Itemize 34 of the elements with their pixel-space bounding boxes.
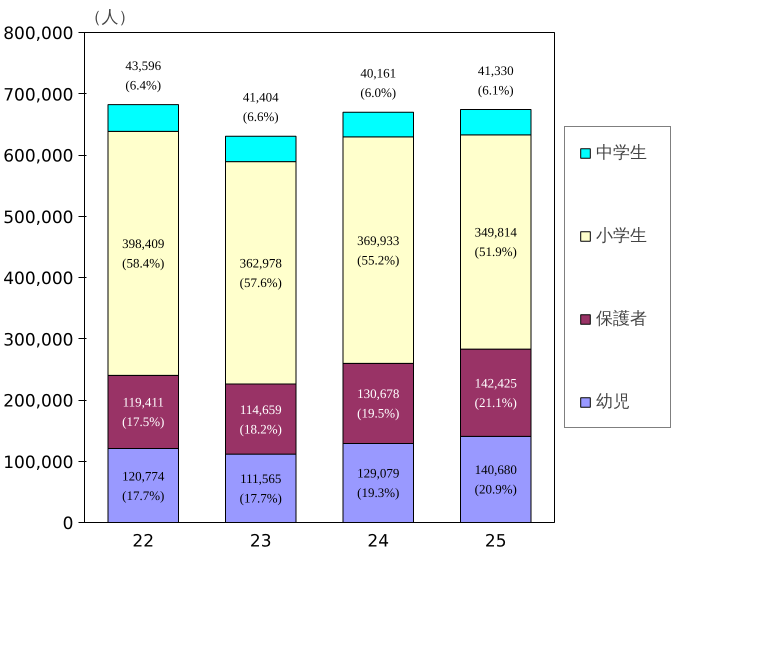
y-tick-label: 300,000 xyxy=(3,330,74,350)
y-tick-label: 700,000 xyxy=(3,85,74,106)
data-label: 130,678 (19.5%) xyxy=(357,386,400,421)
data-label: 43,596 (6.4%) xyxy=(125,58,162,92)
data-label: 398,409 (58.4%) xyxy=(122,236,164,271)
data-label: 369,933 (55.2%) xyxy=(357,232,400,268)
y-axis-title: （人） xyxy=(84,8,136,28)
y-tick-label: 500,000 xyxy=(3,208,74,228)
x-tick-label: 22 xyxy=(132,532,154,552)
x-tick-label: 25 xyxy=(484,532,507,552)
y-tick-label: 100,000 xyxy=(3,452,74,473)
x-tick-label: 23 xyxy=(250,532,272,552)
data-label: 349,814 (51.9%) xyxy=(474,224,518,260)
y-tick-label: 400,000 xyxy=(3,269,74,289)
data-label: 114,659 (18.2%) xyxy=(240,402,282,436)
legend-label: 保護者 xyxy=(596,308,648,330)
data-label: 111,565 (17.7%) xyxy=(240,471,282,506)
y-tick-label: 800,000 xyxy=(3,24,74,44)
y-tick-label: 600,000 xyxy=(3,146,74,166)
data-label: 129,079 (19.3%) xyxy=(357,466,400,500)
legend-label: 小学生 xyxy=(596,225,648,247)
data-label: 140,680 (20.9%) xyxy=(474,462,517,497)
legend-label: 中学生 xyxy=(596,142,648,164)
data-label: 120,774 (17.7%) xyxy=(122,468,165,503)
x-tick-label: 24 xyxy=(367,532,390,552)
data-label: 41,330 (6.1%) xyxy=(478,62,514,98)
data-label: 142,425 (21.1%) xyxy=(474,375,517,410)
y-tick-label: 0 xyxy=(62,514,74,534)
data-label: 119,411 (17.5%) xyxy=(122,394,164,430)
legend-label: 幼児 xyxy=(596,391,631,413)
y-tick-label: 200,000 xyxy=(3,392,74,412)
data-label: 40,161 (6.0%) xyxy=(360,65,396,100)
data-label: 362,978 (57.6%) xyxy=(240,256,282,290)
data-label: 41,404 (6.6%) xyxy=(242,90,280,124)
